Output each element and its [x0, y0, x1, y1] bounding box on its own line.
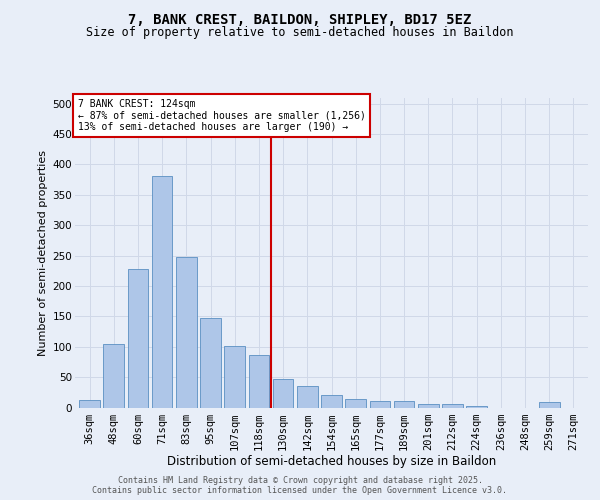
Text: Contains HM Land Registry data © Crown copyright and database right 2025.
Contai: Contains HM Land Registry data © Crown c… [92, 476, 508, 495]
Bar [539, 402, 560, 407]
Bar [103, 344, 124, 407]
Bar [248, 355, 269, 408]
X-axis label: Distribution of semi-detached houses by size in Baildon: Distribution of semi-detached houses by … [167, 456, 496, 468]
Text: Size of property relative to semi-detached houses in Baildon: Size of property relative to semi-detach… [86, 26, 514, 39]
Bar [200, 318, 221, 408]
Bar [176, 257, 197, 408]
Y-axis label: Number of semi-detached properties: Number of semi-detached properties [38, 150, 49, 356]
Text: 7, BANK CREST, BAILDON, SHIPLEY, BD17 5EZ: 7, BANK CREST, BAILDON, SHIPLEY, BD17 5E… [128, 12, 472, 26]
Bar [224, 346, 245, 408]
Bar [442, 404, 463, 407]
Bar [79, 400, 100, 407]
Bar [297, 386, 317, 407]
Bar [394, 401, 415, 407]
Bar [370, 401, 390, 407]
Bar [321, 394, 342, 407]
Bar [128, 269, 148, 407]
Bar [346, 399, 366, 407]
Text: 7 BANK CREST: 124sqm
← 87% of semi-detached houses are smaller (1,256)
13% of se: 7 BANK CREST: 124sqm ← 87% of semi-detac… [77, 99, 365, 132]
Bar [466, 406, 487, 408]
Bar [273, 379, 293, 408]
Bar [152, 176, 172, 408]
Bar [418, 404, 439, 407]
